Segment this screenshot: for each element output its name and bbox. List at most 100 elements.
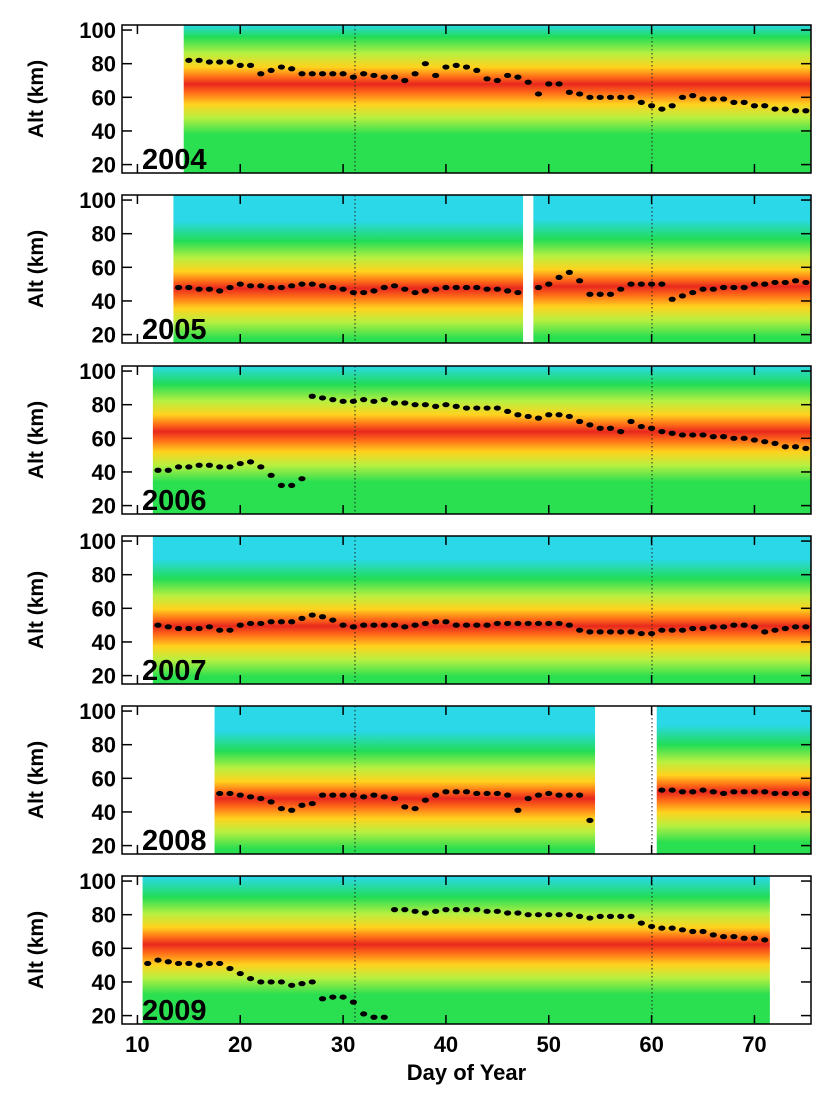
data-point <box>658 787 666 793</box>
y-tick-label: 80 <box>92 563 116 588</box>
data-point <box>637 99 645 105</box>
data-point <box>802 624 810 630</box>
year-label: 2004 <box>142 144 207 176</box>
data-point <box>740 99 748 105</box>
data-point <box>504 72 512 79</box>
data-point <box>257 979 265 985</box>
data-point <box>534 912 543 918</box>
data-point <box>606 291 615 297</box>
data-point <box>555 274 563 281</box>
y-tick-label: 60 <box>92 426 116 451</box>
data-point <box>462 284 471 291</box>
data-point <box>596 94 604 100</box>
data-point <box>750 281 759 287</box>
data-point <box>236 970 244 977</box>
data-point <box>421 620 429 627</box>
plot-frame <box>121 24 812 174</box>
data-point <box>267 619 275 625</box>
data-point <box>730 435 738 441</box>
data-point <box>586 817 594 823</box>
contour-field <box>656 706 811 854</box>
data-point <box>545 790 553 797</box>
data-point <box>586 629 594 635</box>
data-point <box>555 81 563 87</box>
data-point <box>339 994 347 1000</box>
y-axis-label: Alt (km) <box>25 911 48 989</box>
y-tick-label: 80 <box>92 903 116 928</box>
data-point <box>648 425 656 431</box>
data-point <box>370 1014 378 1020</box>
x-axis-label: Day of Year <box>407 1060 527 1085</box>
data-point <box>637 630 645 637</box>
data-point <box>740 622 748 628</box>
data-point <box>761 629 769 635</box>
data-point <box>360 1011 368 1017</box>
data-point <box>288 807 296 813</box>
y-tick-label: 60 <box>92 255 116 280</box>
data-point <box>750 437 759 443</box>
data-point <box>689 928 697 935</box>
data-point <box>719 933 728 940</box>
data-point <box>370 792 378 798</box>
data-point <box>267 472 275 478</box>
x-tick-label: 10 <box>125 1032 149 1057</box>
data-point <box>514 74 522 80</box>
data-point <box>267 979 275 985</box>
data-point <box>658 627 666 633</box>
y-tick-label: 100 <box>79 529 116 554</box>
data-point <box>144 960 152 967</box>
data-point <box>452 62 460 68</box>
data-point <box>246 794 255 800</box>
data-point <box>514 412 522 418</box>
data-point <box>329 792 337 798</box>
data-point <box>719 790 728 797</box>
data-point <box>452 403 460 409</box>
data-point <box>226 965 234 972</box>
data-point <box>288 982 296 988</box>
data-point <box>606 94 615 100</box>
data-point <box>781 279 789 286</box>
data-point <box>802 108 810 114</box>
data-point <box>277 619 285 625</box>
data-point <box>442 402 450 408</box>
data-point <box>257 464 265 470</box>
data-point <box>390 795 399 802</box>
data-point <box>195 286 203 292</box>
data-point <box>185 464 193 470</box>
data-point <box>473 405 481 411</box>
data-point <box>750 624 759 630</box>
data-point <box>411 289 419 296</box>
data-point <box>627 418 635 425</box>
data-point <box>771 279 779 286</box>
data-point <box>637 423 645 430</box>
data-point <box>750 935 759 941</box>
data-point <box>658 281 666 287</box>
plot-frame <box>121 875 812 1025</box>
data-point <box>421 61 429 67</box>
data-point <box>524 79 532 85</box>
data-point <box>648 281 656 287</box>
data-point <box>781 106 789 112</box>
data-point <box>174 960 183 967</box>
data-point <box>689 625 697 632</box>
data-point <box>236 281 244 287</box>
data-point <box>534 284 543 291</box>
data-point <box>308 71 316 77</box>
x-tick-label: 40 <box>434 1032 458 1057</box>
data-point <box>421 797 429 803</box>
data-point <box>648 103 656 109</box>
data-point <box>709 96 717 102</box>
data-point <box>205 960 214 967</box>
data-point <box>390 400 399 406</box>
data-point <box>504 408 512 415</box>
data-point <box>730 622 738 628</box>
data-point <box>318 283 327 289</box>
data-point <box>709 624 717 630</box>
data-point <box>514 910 522 916</box>
data-point <box>349 289 357 296</box>
data-point <box>678 94 687 100</box>
data-point <box>432 908 440 914</box>
data-point <box>257 620 265 627</box>
data-point <box>802 790 810 797</box>
